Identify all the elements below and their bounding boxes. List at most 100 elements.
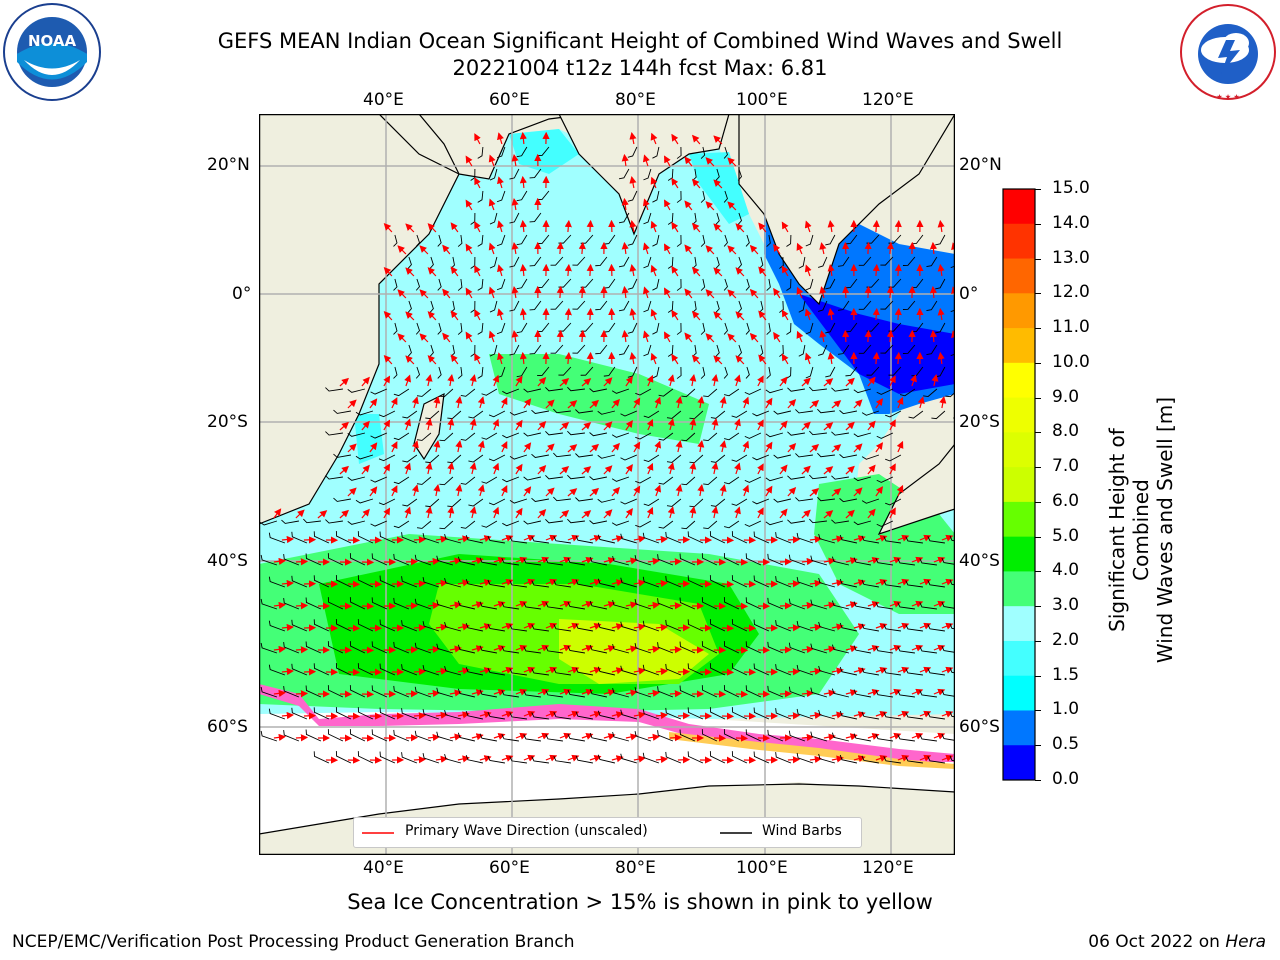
wind-barb: [745, 597, 762, 610]
wave-direction-arrow: [675, 484, 683, 497]
wind-barb: [745, 234, 750, 247]
wind-barb: [753, 531, 770, 544]
colorbar-tick-mark: [1035, 328, 1041, 330]
wind-barb: [550, 344, 564, 354]
wave-direction-arrow: [886, 285, 894, 299]
wind-barb: [652, 366, 660, 379]
wave-direction-arrow: [515, 732, 528, 740]
wave-direction-arrow: [515, 507, 523, 519]
wave-direction-arrow: [719, 396, 727, 409]
wind-barb: [370, 476, 388, 483]
wave-direction-arrow: [669, 690, 683, 698]
wind-barb: [313, 575, 330, 588]
wind-barb: [805, 366, 814, 379]
wave-direction-arrow: [827, 307, 835, 321]
wave-direction-arrow: [671, 353, 679, 365]
wind-barb: [853, 388, 872, 394]
wave-direction-arrow: [581, 378, 592, 387]
wind-barb: [709, 619, 726, 632]
wind-barb: [620, 533, 638, 544]
wind-barb: [489, 344, 498, 357]
wave-direction-arrow: [827, 351, 835, 365]
wind-barb: [291, 663, 308, 676]
wave-direction-arrow: [886, 329, 894, 343]
wind-barb: [509, 756, 527, 764]
lon-label-bottom-100e: 100°E: [736, 858, 788, 878]
wave-direction-arrow: [442, 288, 451, 299]
wave-direction-arrow: [589, 399, 600, 409]
wave-direction-arrow: [603, 689, 616, 697]
wind-barb: [825, 278, 836, 290]
wave-direction-arrow: [390, 441, 398, 453]
wind-barb: [333, 409, 351, 414]
wind-barb: [553, 408, 571, 414]
wind-barb: [926, 256, 938, 267]
wind-barb: [501, 646, 519, 654]
wave-direction-arrow: [633, 711, 646, 719]
wind-barb: [355, 454, 374, 460]
wind-barb: [861, 667, 879, 676]
wave-direction-arrow: [625, 420, 633, 431]
wave-direction-arrow: [450, 222, 459, 233]
wind-barb: [531, 580, 549, 588]
wave-direction-arrow: [787, 442, 797, 453]
wind-barb: [810, 555, 828, 566]
wave-direction-arrow: [413, 536, 427, 544]
wind-barb: [745, 553, 762, 566]
wave-direction-arrow: [515, 375, 523, 387]
wind-barb: [652, 278, 660, 291]
wave-direction-arrow: [449, 645, 462, 653]
wave-direction-arrow: [433, 484, 441, 497]
wave-direction-arrow: [511, 285, 519, 299]
wave-direction-arrow: [449, 689, 462, 697]
colorbar-tick-mark: [1035, 467, 1041, 469]
wind-barb: [681, 388, 696, 398]
wave-direction-arrow: [894, 263, 902, 277]
wind-barb: [883, 624, 901, 632]
wind-barb: [818, 665, 836, 676]
wind-barb: [635, 388, 652, 396]
wind-barb: [545, 558, 563, 566]
wave-field-0-0.5m: [799, 294, 955, 394]
wave-direction-arrow: [281, 667, 295, 676]
wind-barb: [818, 300, 828, 312]
wave-direction-arrow: [511, 329, 519, 343]
wind-barb: [531, 756, 549, 764]
wind-barb: [731, 751, 748, 764]
colorbar-tick-label: 15.0: [1052, 178, 1090, 198]
wave-direction-arrow: [823, 422, 834, 431]
wind-barb: [831, 644, 850, 654]
wind-barb: [796, 708, 814, 720]
wind-barb: [553, 536, 571, 544]
wind-barb: [357, 575, 374, 588]
colorbar-bin: [1003, 501, 1035, 538]
wind-barb: [283, 642, 300, 654]
wind-barb: [885, 498, 902, 506]
wave-direction-arrow: [629, 132, 637, 145]
wave-direction-arrow: [655, 579, 669, 588]
wave-direction-arrow: [779, 508, 788, 519]
wave-direction-arrow: [646, 462, 654, 475]
wind-barb: [775, 664, 792, 676]
wave-direction-arrow: [801, 601, 815, 610]
wave-direction-arrow: [742, 440, 750, 453]
wave-direction-arrow: [655, 667, 669, 676]
wind-barb: [775, 532, 792, 544]
wind-barb: [634, 599, 652, 610]
wind-barb: [335, 663, 352, 676]
wind-barb: [437, 278, 442, 291]
wave-direction-arrow: [497, 220, 504, 233]
wind-barb: [347, 388, 366, 393]
wave-direction-arrow: [650, 352, 658, 365]
wind-barb: [679, 729, 696, 742]
wave-direction-arrow: [675, 396, 683, 409]
wind-barb: [553, 452, 571, 458]
wave-direction-arrow: [809, 487, 820, 497]
wave-direction-arrow: [295, 509, 305, 519]
wind-barb: [642, 620, 660, 632]
wind-barb: [788, 686, 806, 698]
wave-direction-arrow: [691, 222, 701, 233]
lat-label-right-40s: 40°S: [959, 551, 1000, 571]
wave-direction-arrow: [427, 733, 441, 742]
footer-host: Hera: [1225, 932, 1266, 952]
